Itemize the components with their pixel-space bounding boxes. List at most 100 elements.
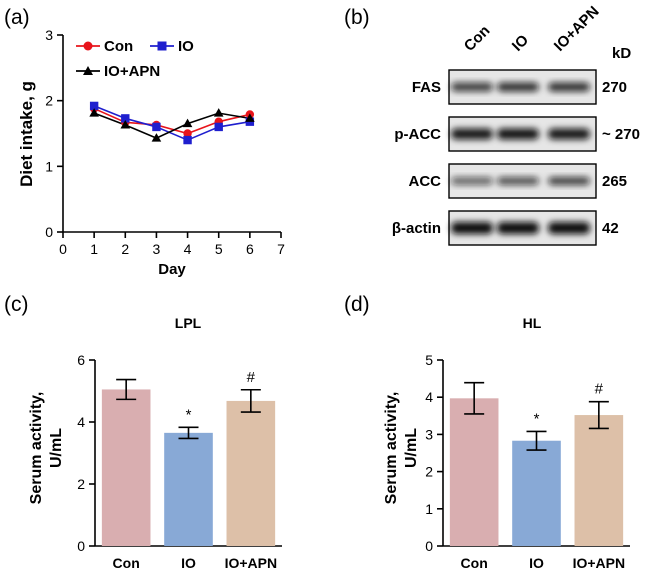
blot-protein-label-p-acc: p-ACC [394, 126, 441, 143]
blot-protein-label-fas: FAS [412, 79, 441, 96]
y-axis-title-a: Diet intake, g [17, 81, 36, 187]
y-tick-label-d: 3 [425, 426, 433, 442]
data-point-io [152, 122, 161, 132]
x-tick-label-c: IO [181, 555, 196, 571]
x-tick-label-c: IO+APN [225, 555, 278, 571]
blot-size-label-acc: 265 [602, 173, 627, 190]
y-axis-title-c-line2: U/mL [48, 428, 65, 468]
x-tick-label-a: 6 [246, 241, 254, 257]
data-point-io [121, 114, 130, 123]
x-tick-label-a: 5 [215, 241, 223, 257]
chart-title-c: LPL [175, 315, 202, 331]
y-tick-label-d: 1 [425, 501, 433, 517]
x-tick-label-a: 0 [59, 241, 67, 257]
panel-label-a: (a) [4, 6, 30, 29]
significance-mark-io-apn: # [595, 381, 604, 398]
blot-band [497, 222, 539, 234]
bar-con [101, 389, 151, 546]
chart-title-d: HL [523, 315, 542, 331]
x-tick-label-d: IO+APN [573, 555, 626, 571]
data-point-io [183, 135, 192, 145]
data-point-io-apn [213, 108, 224, 117]
x-tick-label-a: 4 [184, 241, 192, 257]
y-tick-label-d: 0 [425, 538, 433, 554]
data-point-io-apn [89, 108, 99, 117]
legend-marker-con [83, 41, 93, 51]
y-axis-title-d-line1: Serum activity, [383, 392, 400, 505]
x-tick-label-d: Con [461, 555, 488, 571]
blot-protein-label-actin: β-actin [392, 220, 441, 237]
series-line-con [93, 107, 251, 135]
blot-band [497, 82, 539, 92]
y-tick-label-d: 4 [425, 389, 433, 405]
legend-marker-io [157, 41, 167, 51]
panel-label-b: (b) [344, 6, 370, 29]
series-line-io-apn [93, 112, 250, 139]
lane-label-io-apn: IO+APN [551, 3, 603, 55]
significance-mark-io: * [186, 406, 192, 423]
x-tick-label-a: 3 [153, 241, 161, 257]
blot-protein-label-acc: ACC [409, 173, 442, 190]
data-point-io-apn [182, 118, 193, 128]
blot-band [451, 82, 493, 92]
data-point-io-apn [151, 133, 162, 142]
blot-band [548, 222, 590, 234]
blot-band [548, 82, 590, 92]
y-axis-title-c-line1: Serum activity, [28, 392, 45, 505]
lane-label-io: IO [509, 31, 532, 54]
y-tick-label-c: 4 [77, 414, 85, 430]
panel-label-c: (c) [4, 293, 29, 316]
lpl-bar-chart: LPL 0 2 4 6 Con * IO # IO+APN Serum activity, U… [28, 315, 282, 571]
blot-band [451, 222, 493, 234]
western-blot: Con IO IO+APN kD FAS 270 p-ACC ~ 270 ACC 265 β… [392, 3, 640, 246]
significance-mark-io-apn: # [247, 369, 256, 386]
x-tick-label-d: IO [529, 555, 544, 571]
blot-size-label-actin: 42 [602, 220, 619, 237]
blot-band [548, 128, 590, 140]
x-tick-label-a: 1 [90, 241, 98, 257]
y-tick-label-a: 3 [45, 27, 53, 43]
data-point-io [214, 122, 223, 132]
bar-con [449, 398, 499, 546]
significance-mark-io: * [534, 410, 540, 427]
legend-a: Con IO IO+APN [76, 38, 194, 80]
x-tick-label-a: 7 [277, 241, 285, 257]
blot-band [451, 128, 493, 140]
x-tick-label-c: Con [113, 555, 140, 571]
legend-label-io: IO [178, 38, 194, 55]
lane-label-con: Con [461, 22, 494, 55]
series-line-io [93, 105, 250, 141]
y-tick-label-a: 2 [45, 93, 53, 109]
blot-size-label-fas: 270 [602, 79, 627, 96]
diet-intake-line-chart: 0 1 2 3 0 1 2 3 4 5 6 7 Diet intake, g Day Con IO … [17, 27, 285, 278]
bar-io-apn [226, 400, 276, 546]
bar-io-apn [574, 415, 624, 546]
data-point-io [89, 101, 99, 111]
blot-size-label-p-acc: ~ 270 [602, 126, 640, 143]
data-point-io-apn [245, 113, 255, 122]
bar-io [164, 432, 213, 546]
legend-label-io-apn: IO+APN [104, 63, 160, 80]
legend-label-con: Con [104, 38, 133, 55]
y-tick-label-c: 0 [77, 538, 85, 554]
y-tick-label-c: 2 [77, 476, 85, 492]
x-axis-title-a: Day [158, 261, 186, 278]
y-tick-label-a: 0 [45, 224, 53, 240]
y-tick-label-a: 1 [45, 158, 53, 174]
y-tick-label-d: 2 [425, 464, 433, 480]
data-point-con [183, 129, 192, 138]
x-tick-label-a: 2 [121, 241, 129, 257]
y-tick-label-c: 6 [77, 352, 85, 368]
bar-io [512, 440, 561, 546]
data-point-io-apn [120, 119, 131, 129]
blot-band [497, 128, 539, 140]
y-tick-label-d: 5 [425, 352, 433, 368]
y-axis-title-d-line2: U/mL [403, 428, 420, 468]
legend-marker-io-apn [83, 66, 93, 75]
panel-label-d: (d) [344, 293, 370, 316]
blot-band [451, 177, 493, 185]
blot-band [497, 177, 539, 185]
blot-band [548, 177, 590, 185]
size-header: kD [612, 45, 631, 62]
